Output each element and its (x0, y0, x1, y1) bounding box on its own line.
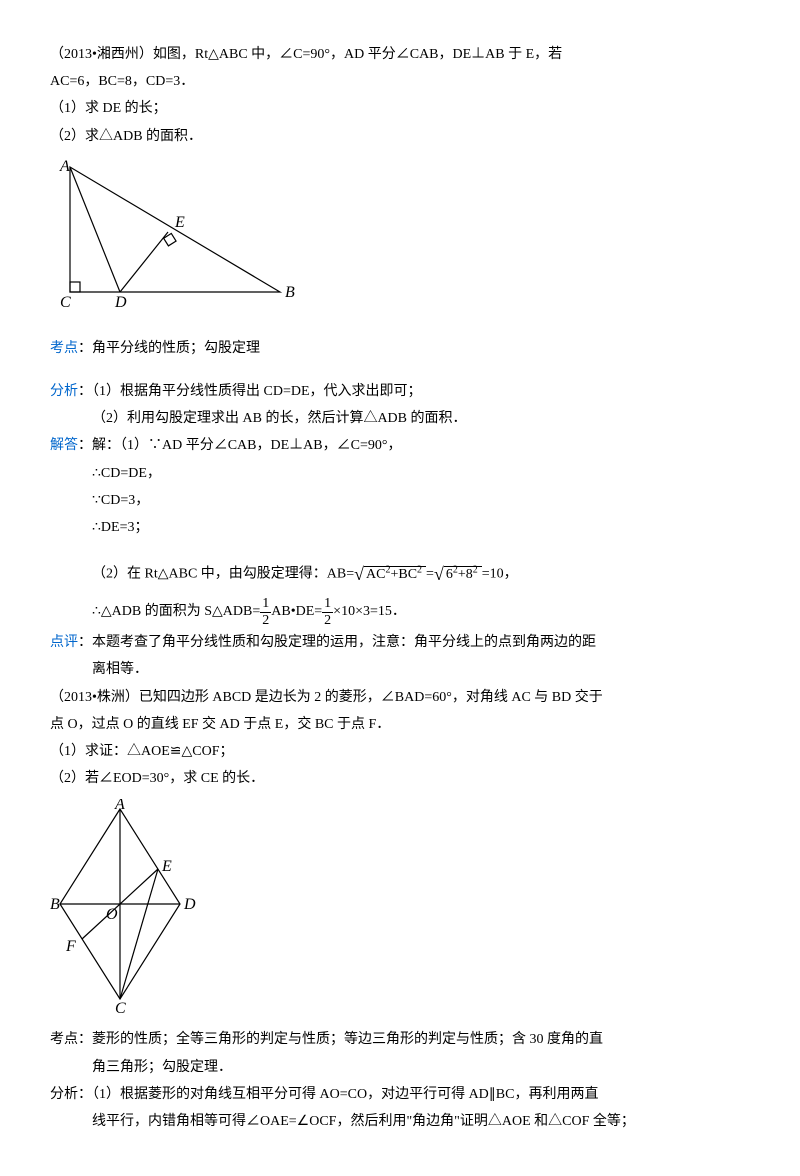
p1-source: （2013•湘西州）如图，Rt△ABC 中，∠C=90°，AD 平分∠CAB，D… (50, 42, 750, 67)
svg-text:D: D (183, 896, 196, 913)
p1-dianping-2: 离相等． (50, 657, 750, 682)
p2-q1: （1）求证：△AOE≌△COF； (50, 739, 750, 764)
svg-text:O: O (106, 906, 118, 923)
svg-text:C: C (60, 294, 71, 311)
p1-part2-ab: （2）在 Rt△ABC 中，由勾股定理得：AB=√AC2+BC2=√62+82=… (50, 558, 750, 590)
svg-text:C: C (115, 1000, 126, 1017)
svg-text:A: A (114, 799, 125, 813)
p2-source-2: 点 O，过点 O 的直线 EF 交 AD 于点 E，交 BC 于点 F． (50, 712, 750, 737)
svg-text:F: F (65, 938, 76, 955)
p1-kaodian: 考点：角平分线的性质；勾股定理 (50, 336, 750, 361)
p2-kaodian-1: 考点：菱形的性质；全等三角形的判定与性质；等边三角形的判定与性质；含 30 度角… (50, 1027, 750, 1052)
p2-fenxi-1: 分析：（1）根据菱形的对角线互相平分可得 AO=CO，对边平行可得 AD∥BC，… (50, 1082, 750, 1107)
p1-area: ∴△ADB 的面积为 S△ADB=12AB•DE=12×10×3=15． (50, 596, 750, 628)
p2-source-1: （2013•株洲）已知四边形 ABCD 是边长为 2 的菱形，∠BAD=60°，… (50, 685, 750, 710)
p1-step1: ∴CD=DE， (50, 461, 750, 486)
svg-text:E: E (161, 858, 172, 875)
p2-fenxi-2: 线平行，内错角相等可得∠OAE=∠OCF，然后利用"角边角"证明△AOE 和△C… (50, 1109, 750, 1134)
svg-text:D: D (114, 294, 127, 311)
p1-q2: （2）求△ADB 的面积． (50, 124, 750, 149)
svg-text:E: E (174, 214, 185, 231)
svg-text:B: B (285, 284, 295, 301)
svg-text:A: A (59, 158, 70, 175)
svg-text:B: B (50, 896, 60, 913)
p1-step2: ∵CD=3， (50, 488, 750, 513)
p1-fenxi-1: 分析：（1）根据角平分线性质得出 CD=DE，代入求出即可； (50, 379, 750, 404)
p1-figure: A E C D B (50, 157, 310, 312)
p1-jieda-intro: 解答：解：（1）∵AD 平分∠CAB，DE⊥AB，∠C=90°， (50, 433, 750, 458)
p1-given: AC=6，BC=8，CD=3． (50, 69, 750, 94)
p2-q2: （2）若∠EOD=30°，求 CE 的长． (50, 766, 750, 791)
p2-figure: A B D C O E F (50, 799, 210, 1019)
p1-fenxi-2: （2）利用勾股定理求出 AB 的长，然后计算△ADB 的面积． (50, 406, 750, 431)
p1-dianping-1: 点评：本题考查了角平分线性质和勾股定理的运用，注意：角平分线上的点到角两边的距 (50, 630, 750, 655)
p1-q1: （1）求 DE 的长； (50, 96, 750, 121)
p1-step3: ∴DE=3； (50, 515, 750, 540)
p2-kaodian-2: 角三角形；勾股定理． (50, 1055, 750, 1080)
